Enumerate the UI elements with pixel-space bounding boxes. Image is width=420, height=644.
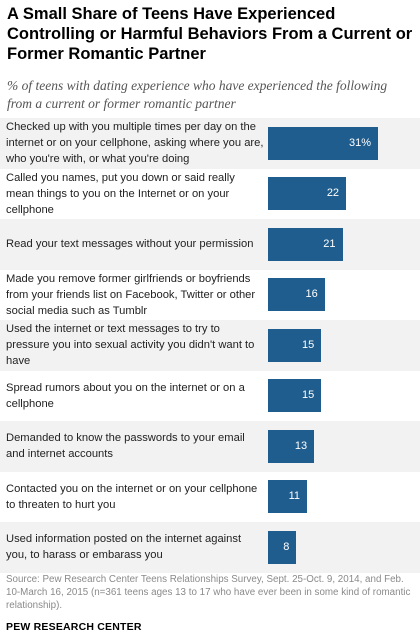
bar xyxy=(268,328,322,362)
chart-row: Called you names, put you down or said r… xyxy=(0,168,420,219)
source-note: Source: Pew Research Center Teens Relati… xyxy=(6,574,411,611)
category-label: Called you names, put you down or said r… xyxy=(6,171,235,216)
bar xyxy=(268,227,343,261)
chart-row: Contacted you on the internet or on your… xyxy=(0,471,420,522)
category-label: Used information posted on the internet … xyxy=(6,533,242,562)
bar xyxy=(268,379,322,413)
data-label: 15 xyxy=(301,338,315,351)
chart-title: A Small Share of Teens Have Experienced … xyxy=(7,5,413,63)
chart-row: Checked up with you multiple times per d… xyxy=(0,118,420,169)
chart-subtitle: % of teens with dating experience who ha… xyxy=(7,78,388,111)
bar xyxy=(268,177,347,211)
data-label: 21 xyxy=(323,237,336,250)
data-label: 15 xyxy=(301,389,315,402)
category-label: Spread rumors about you on the internet … xyxy=(6,381,245,410)
data-label: 11 xyxy=(288,490,301,503)
bar xyxy=(268,429,315,463)
chart-row: Spread rumors about you on the internet … xyxy=(0,370,420,421)
category-label: Read your text messages without your per… xyxy=(6,238,254,251)
data-label: 13 xyxy=(294,439,308,452)
bar xyxy=(268,530,297,564)
category-label: Demanded to know the passwords to your e… xyxy=(6,432,245,461)
category-label: Made you remove former girlfriends or bo… xyxy=(6,272,256,317)
data-label: 16 xyxy=(305,288,318,301)
category-label: Used the internet or text messages to tr… xyxy=(6,323,255,368)
bar xyxy=(268,278,325,312)
chart-row: Made you remove former girlfriends or bo… xyxy=(0,269,420,320)
brand-footer: PEW RESEARCH CENTER xyxy=(6,621,142,633)
chart-row: Used information posted on the internet … xyxy=(0,522,420,573)
data-label: 31% xyxy=(348,136,371,149)
category-label: Checked up with you multiple times per d… xyxy=(6,121,264,166)
category-label: Contacted you on the internet or on your… xyxy=(6,482,258,511)
bar xyxy=(268,480,308,514)
chart-row: Read your text messages without your per… xyxy=(0,219,420,270)
bar xyxy=(268,126,378,160)
data-label: 22 xyxy=(326,187,340,200)
chart-row: Used the internet or text messages to tr… xyxy=(0,320,420,371)
chart-row: Demanded to know the passwords to your e… xyxy=(0,421,420,472)
data-label: 8 xyxy=(283,540,290,553)
